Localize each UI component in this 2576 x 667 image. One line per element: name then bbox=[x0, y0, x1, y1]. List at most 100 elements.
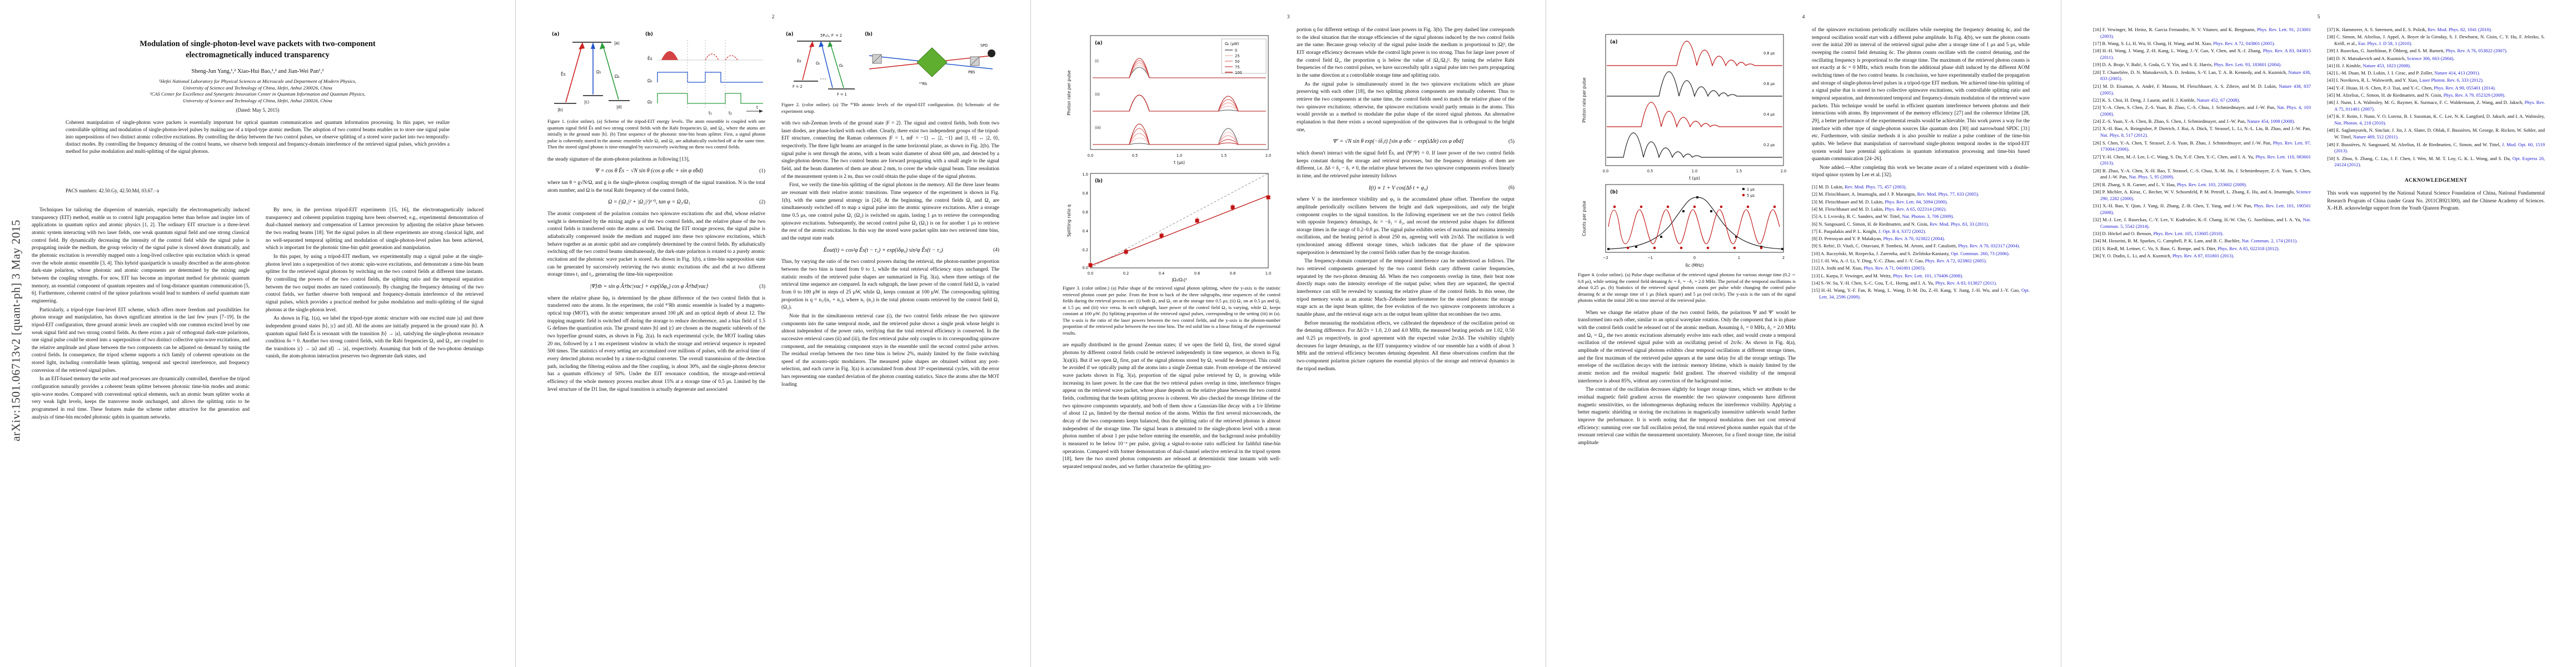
reference-link[interactable]: Nat. Commun. 5, 5542 (2014). bbox=[2100, 217, 2311, 229]
figure-4-caption: Figure 4. (color online). (a) Pulse shap… bbox=[1578, 272, 1796, 303]
acknowledgement-heading: ACKNOWLEDGEMENT bbox=[2404, 178, 2468, 184]
svg-text:0.2: 0.2 bbox=[1083, 248, 1089, 252]
svg-text:Ω₁: Ω₁ bbox=[647, 78, 652, 83]
figure-2-caption: Figure 2. (color online). (a) The ⁸⁷Rb a… bbox=[781, 102, 999, 114]
fig4b-xaxis: −2 −1 0 1 2 δc (MHz) bbox=[1603, 256, 1785, 268]
reference-link[interactable]: Phys. Rev. Lett. 105, 153605 (2010). bbox=[2153, 231, 2224, 237]
page5-column-right: [37] K. Hammerer, A. S. Sørensen, and E.… bbox=[2327, 27, 2545, 649]
reference-link[interactable]: Nat. Phys. 5, 95 (2009). bbox=[2129, 174, 2175, 180]
title-line-2: electromagnetically induced transparency bbox=[186, 50, 330, 59]
reference-link[interactable]: Nature 452, 67 (2008). bbox=[2196, 97, 2240, 103]
reference-link[interactable]: J. Opt. B 4, S372 (2002). bbox=[1878, 228, 1926, 234]
reference: [36] Y. O. Dudin, L. Li, and A. Kuzmich,… bbox=[2093, 253, 2235, 258]
figure-2: (a) 5P₁/₂, F′ = 2 F = 2 F = 1 Ês Ω₁ bbox=[781, 28, 999, 99]
reference: [41] H. J. Kimble, Nature 453, 1023 (200… bbox=[2327, 62, 2411, 68]
svg-text:2: 2 bbox=[1782, 256, 1785, 260]
reference-link[interactable]: Phys. Rev. A 72, 043801 (2005). bbox=[2213, 41, 2275, 47]
reference-link[interactable]: Nature 453, 1023 (2008). bbox=[2363, 62, 2411, 68]
reference: [27] Y.-H. Chen, M.-J. Lee, I.-C. Wang, … bbox=[2093, 153, 2311, 166]
reference: [26] S. Chen, Y.-A. Chen, T. Strassel, Z… bbox=[2093, 140, 2311, 152]
svg-text:(ii): (ii) bbox=[1095, 92, 1100, 97]
reference: [2] M. Fleischhauer, A. Imamoglu, and J.… bbox=[1812, 191, 1980, 197]
svg-text:t₂: t₂ bbox=[729, 111, 732, 116]
reference-link[interactable]: Science 290, 2282 (2000). bbox=[2100, 188, 2311, 201]
svg-text:t (μs): t (μs) bbox=[1174, 160, 1185, 165]
reference-link[interactable]: Nature 438, 833 (2005). bbox=[2100, 69, 2311, 82]
reference-link[interactable]: Opt. Lett. 34, 2596 (2009). bbox=[1819, 287, 2030, 300]
reference-link[interactable]: Phys. Rev. A 90, 055401 (2014). bbox=[2434, 84, 2496, 91]
reference-link[interactable]: Science 306, 663 (2004). bbox=[2406, 55, 2455, 61]
reference-link[interactable]: Rev. Mod. Phys. 75, 457 (2003). bbox=[1845, 184, 1907, 190]
reference-link[interactable]: Phys. Rev. A 83, 043815 (2011). bbox=[2100, 48, 2311, 61]
reference-link[interactable]: Opt. Express 20, 24124 (2012). bbox=[2334, 155, 2545, 168]
reference-link[interactable]: Rev. Mod. Phys. 82, 1041 (2010). bbox=[2428, 27, 2492, 32]
fig4b-ylabel: Counts per pulse bbox=[1582, 201, 1587, 236]
svg-text:2.0: 2.0 bbox=[1781, 169, 1787, 173]
reference: [20] T. Chanelière, D. N. Matsukevich, S… bbox=[2093, 69, 2311, 82]
reference-link[interactable]: Phys. Rev. Lett. 110, 083601 (2013). bbox=[2100, 153, 2311, 166]
reference-link[interactable]: Phys. Rev. A 87, 031801 (2013). bbox=[2172, 253, 2235, 258]
reference-link[interactable]: Phys. Rev. A 71, 041801 (2005). bbox=[1864, 265, 1926, 271]
reference-link[interactable]: Phys. Rev. Lett. 93, 183601 (2004). bbox=[2214, 62, 2282, 68]
reference-link[interactable]: Phys. Rev. A 65, 022314 (2002). bbox=[1885, 206, 1947, 212]
page-3: 3 (a) Photon rate per pulse (i) (ii) (ii… bbox=[1030, 0, 1546, 667]
reference-link[interactable]: Phys. Rev. A 83, 013827 (2011). bbox=[1935, 280, 1997, 286]
svg-text:1.5: 1.5 bbox=[1221, 153, 1227, 158]
reference-link[interactable]: Phys. Rev. A 70, 032317 (2004). bbox=[1958, 243, 2020, 249]
svg-text:(b): (b) bbox=[1610, 190, 1618, 195]
paragraph: In an EIT-based memory the write and rea… bbox=[32, 376, 250, 420]
paragraph: In this paper, by using a tripod-EIT med… bbox=[266, 253, 484, 313]
reference: [19] D. A. Braje, V. Balić, S. Goda, G. … bbox=[2093, 62, 2282, 68]
reference-link[interactable]: Phys. Rev. A 75, 011401 (2007). bbox=[2334, 99, 2545, 112]
fig1-panel-b-sequence: (b) Ês Ω₁ Ω₂ t₁ t₂ bbox=[645, 32, 763, 116]
reference-link[interactable]: Nature 438, 837 (2005). bbox=[2100, 83, 2311, 96]
paragraph: The atomic component of the polariton co… bbox=[547, 211, 765, 278]
reference-link[interactable]: Phys. Rev. Lett. 91, 213001 (2003). bbox=[2100, 27, 2311, 39]
reference: [38] C. Simon, M. Afzelius, J. Appel, A.… bbox=[2327, 34, 2545, 47]
svg-text:F = 1: F = 1 bbox=[837, 92, 847, 97]
reference-link[interactable]: Rev. Mod. Phys. 83, 33 (2011). bbox=[1930, 221, 1989, 227]
page-number: 2 bbox=[771, 14, 775, 20]
svg-text:1.0: 1.0 bbox=[1177, 153, 1183, 158]
reference-link[interactable]: Phys. Rev. Lett. 97, 173004 (2006). bbox=[2100, 140, 2311, 152]
reference-link[interactable]: J. Mod. Opt. 60, 1519 (2013). bbox=[2334, 141, 2545, 154]
reference-link[interactable]: Nat. Photon. 3, 706 (2009). bbox=[1902, 213, 1954, 220]
reference-link[interactable]: Phys. Rev. Lett. 101, 170406 (2008). bbox=[1893, 272, 1964, 278]
equation-4: Êout(t) = cos²φ Ês(t − τ₁) + exp(iδφ₀) s… bbox=[823, 247, 999, 253]
reference: [45] M. Afzelius, C. Simon, H. de Riedma… bbox=[2327, 92, 2505, 98]
reference-link[interactable]: Phys. Rev. A 85, 022318 (2012). bbox=[2218, 245, 2280, 251]
reference-link[interactable]: Nat. Photon. 4, 218 (2010). bbox=[2334, 120, 2386, 126]
reference-link[interactable]: Laser Photon. Rev. 6, 333 (2012). bbox=[2419, 77, 2484, 83]
svg-text:Ω₁: Ω₁ bbox=[816, 61, 820, 66]
paragraph: where the relative phase δφ₀ is determin… bbox=[547, 295, 765, 392]
reference-link[interactable]: Nature 414, 413 (2001). bbox=[2434, 70, 2480, 76]
svg-text:|c⟩: |c⟩ bbox=[584, 99, 590, 104]
reference-link[interactable]: Rev. Mod. Phys. 77, 633 (2005). bbox=[1917, 191, 1980, 197]
reference-link[interactable]: Eur. Phys. J. D 58, 1 (2010). bbox=[2358, 41, 2413, 47]
reference: [1] M. D. Lukin, Rev. Mod. Phys. 75, 457… bbox=[1812, 184, 1907, 190]
reference-link[interactable]: Opt. Commun. 260, 73 (2006). bbox=[1951, 250, 2010, 256]
reference-link[interactable]: Phys. Rev. Lett. 84, 5094 (2000). bbox=[1885, 198, 1948, 205]
reference: [15] H.-H. Wang, Y.-F. Fan, R. Wang, L. … bbox=[1812, 287, 2030, 300]
svg-text:1.0: 1.0 bbox=[1083, 172, 1089, 177]
reference-link[interactable]: Phys. Rev. A 70, 023822 (2004). bbox=[1883, 236, 1945, 242]
svg-text:1.0: 1.0 bbox=[1692, 169, 1698, 173]
reference-link[interactable]: Nature 469, 512 (2011). bbox=[2353, 134, 2399, 140]
svg-text:0.8: 0.8 bbox=[1083, 191, 1089, 196]
reference-link[interactable]: Phys. Rev. A 72, 023802 (2005). bbox=[1925, 257, 1987, 263]
reference-link[interactable]: Phys. Rev. Lett. 101, 190501 (2008). bbox=[2100, 203, 2311, 215]
page2-column-right: (a) 5P₁/₂, F′ = 2 F = 2 F = 1 Ês Ω₁ bbox=[781, 27, 999, 649]
paragraph: with two sub-Zeeman levels of the ground… bbox=[781, 121, 999, 180]
reference-link[interactable]: Phys. Rev. A 76, 053822 (2007). bbox=[2445, 48, 2508, 54]
reference-link[interactable]: Phys. Rev. A 79, 052329 (2009). bbox=[2443, 92, 2505, 98]
reference-link[interactable]: Nat. Phys. 4, 103 (2008). bbox=[2100, 104, 2311, 117]
fig4a-traces bbox=[1607, 41, 1782, 159]
paragraph: The contrast of the oscillation decrease… bbox=[1578, 387, 1796, 446]
reference: [30] P. Michler, A. Kiraz, C. Becher, W.… bbox=[2093, 188, 2311, 201]
reference: [24] Z.-S. Yuan, Y.-A. Chen, B. Zhao, S.… bbox=[2093, 118, 2295, 125]
reference-link[interactable]: Nat. Phys. 8, 517 (2012). bbox=[2100, 132, 2148, 138]
paragraph: By now, in the previous tripod-EIT exper… bbox=[266, 207, 484, 251]
reference-link[interactable]: Nature 454, 1098 (2008). bbox=[2247, 118, 2295, 125]
reference-link[interactable]: Nat. Commun. 2, 174 (2011). bbox=[2241, 238, 2298, 244]
reference-link[interactable]: Phys. Rev. Lett. 103, 233602 (2009). bbox=[2176, 181, 2248, 187]
